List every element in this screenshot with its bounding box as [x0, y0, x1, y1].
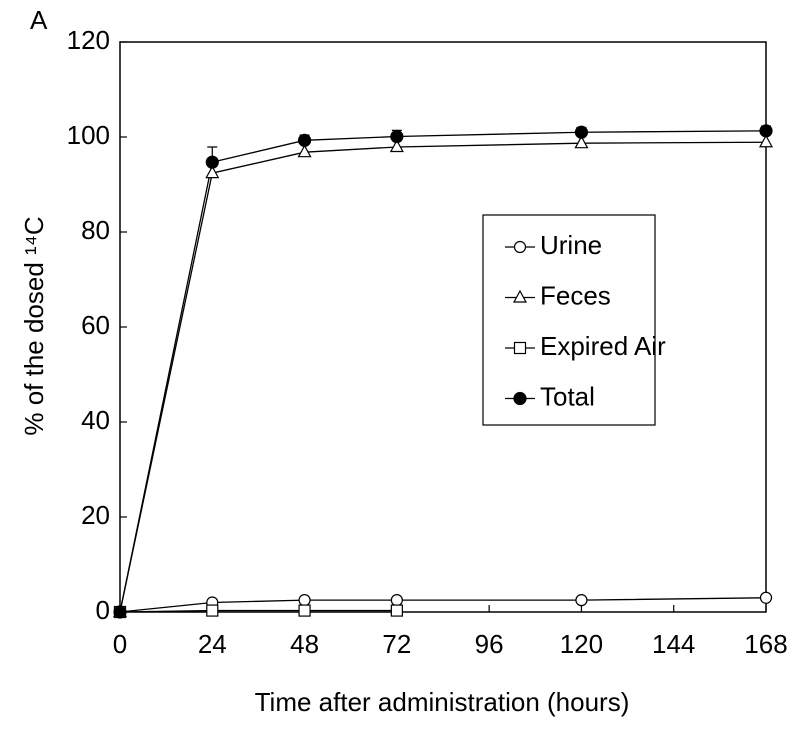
y-tick-label: 100 — [67, 120, 110, 150]
marker — [390, 129, 404, 144]
marker — [297, 144, 312, 158]
x-tick-label: 96 — [475, 629, 504, 659]
marker — [390, 604, 403, 617]
marker — [390, 594, 403, 607]
marker — [389, 139, 404, 153]
marker — [575, 594, 588, 607]
y-tick-label: 120 — [67, 25, 110, 55]
marker — [298, 594, 311, 607]
marker — [297, 133, 312, 147]
marker — [758, 134, 774, 148]
x-tick-label: 72 — [382, 629, 411, 659]
panel-label: A — [30, 5, 48, 35]
y-tick-label: 0 — [96, 595, 110, 625]
marker — [513, 391, 527, 406]
legend-label: Total — [540, 381, 595, 411]
marker — [759, 124, 773, 138]
x-axis-label: Time after administration (hours) — [255, 687, 630, 717]
x-tick-label: 120 — [560, 629, 603, 659]
series-line — [119, 141, 767, 613]
x-tick-label: 144 — [652, 629, 695, 659]
y-axis-label: % of the dosed ¹⁴C — [19, 216, 49, 435]
x-tick-label: 48 — [290, 629, 319, 659]
marker — [512, 289, 528, 303]
plot-frame — [119, 41, 767, 613]
marker — [513, 240, 527, 254]
legend-box — [482, 214, 656, 426]
series-line — [119, 130, 767, 613]
x-tick-label: 168 — [744, 629, 787, 659]
marker — [574, 135, 589, 149]
y-tick-label: 20 — [81, 500, 110, 530]
series-line — [119, 609, 397, 613]
marker — [206, 604, 219, 617]
marker — [205, 155, 219, 169]
marker — [205, 165, 220, 179]
marker — [574, 125, 589, 139]
x-tick-label: 24 — [198, 629, 227, 659]
marker — [298, 604, 311, 617]
marker — [759, 591, 773, 604]
legend-label: Expired Air — [540, 331, 666, 361]
series-line — [119, 597, 767, 613]
marker — [513, 341, 527, 355]
y-tick-label: 80 — [81, 215, 110, 245]
marker — [113, 605, 127, 619]
y-tick-label: 60 — [81, 310, 110, 340]
legend-label: Feces — [540, 280, 611, 310]
x-tick-label: 0 — [113, 629, 127, 659]
y-tick-label: 40 — [81, 405, 110, 435]
legend-label: Urine — [540, 230, 602, 260]
